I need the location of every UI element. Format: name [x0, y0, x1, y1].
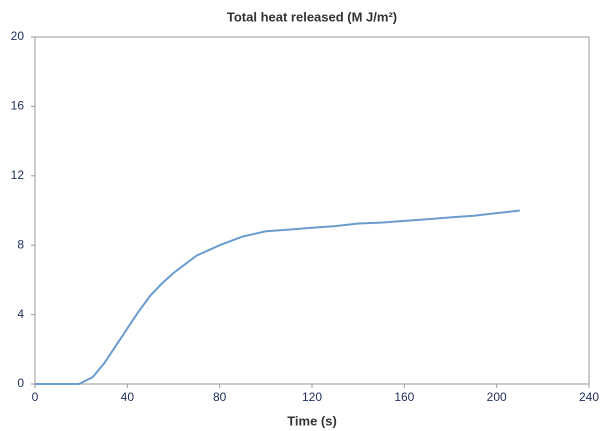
y-tick-label: 12: [11, 168, 25, 182]
x-tick-label: 120: [302, 390, 322, 404]
x-tick-label: 160: [394, 390, 414, 404]
y-tick-label: 0: [17, 376, 24, 390]
x-axis-label: Time (s): [287, 413, 337, 428]
x-tick-label: 240: [579, 390, 599, 404]
x-tick-label: 200: [487, 390, 507, 404]
y-tick-label: 4: [17, 307, 24, 321]
y-tick-label: 16: [11, 99, 25, 113]
plot-frame: [34, 36, 590, 385]
x-tick-label: 80: [213, 390, 227, 404]
x-tick-label: 0: [32, 390, 39, 404]
y-tick-label: 8: [17, 237, 24, 251]
x-tick-label: 40: [121, 390, 135, 404]
y-tick-label: 20: [11, 29, 25, 43]
data-line: [35, 209, 520, 385]
chart-title: Total heat released (M J/m²): [227, 9, 397, 24]
